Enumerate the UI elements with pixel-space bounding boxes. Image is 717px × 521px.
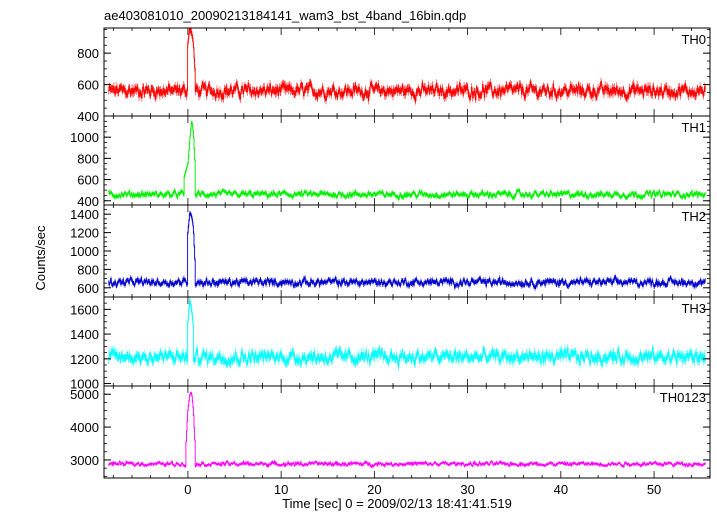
y-tick-label: 1200	[70, 226, 99, 241]
panel-frame	[103, 385, 711, 479]
y-tick-label: 400	[77, 194, 99, 209]
y-tick-label: 600	[77, 78, 99, 93]
figure-title: ae403081010_20090213184141_wam3_bst_4ban…	[104, 8, 466, 23]
series-line-th0123	[108, 392, 706, 468]
series-line-th1	[108, 122, 706, 201]
x-tick-label: 30	[460, 482, 474, 497]
panel-th1: 400 600 800 1000 TH1	[70, 115, 711, 209]
panels-group: 400600800TH04006008001000TH1600800100012…	[70, 27, 711, 497]
y-tick-label: 3000	[70, 453, 99, 468]
x-tick-label: 40	[554, 482, 568, 497]
y-tick-label: 600	[77, 281, 99, 296]
error-bars-th1	[108, 120, 706, 202]
y-tick-label: 1400	[70, 207, 99, 222]
y-tick-label: 5000	[70, 387, 99, 402]
panel-th3: 1000 1200 1400 1600 TH3	[70, 296, 711, 392]
series-line-th2	[108, 212, 706, 289]
y-tick-label: 600	[77, 173, 99, 188]
y-tick-label: 800	[77, 262, 99, 277]
panel-frame	[103, 296, 711, 387]
y-tick-label: 1000	[70, 244, 99, 259]
error-bars-th0123	[108, 391, 706, 469]
y-tick-label: 800	[77, 46, 99, 61]
y-tick-label: 400	[77, 109, 99, 124]
panel-th2: 600 800 1000 1200 1400 TH2	[70, 204, 711, 298]
y-tick-label: 800	[77, 151, 99, 166]
error-bars-th0	[108, 28, 706, 105]
y-tick-label: 1200	[70, 352, 99, 367]
y-tick-label: 1000	[70, 377, 99, 392]
y-tick-label: 1400	[70, 327, 99, 342]
panel-th0: 400 600 800 TH0	[77, 27, 711, 124]
error-bars-th2	[108, 211, 706, 291]
x-tick-label: 20	[367, 482, 381, 497]
panel-label: TH1	[681, 120, 706, 135]
panel-th0123: 3000 4000 5000 TH0123	[70, 385, 711, 479]
panel-label: TH2	[681, 209, 706, 224]
panel-label: TH0123	[660, 390, 706, 405]
x-tick-label: 50	[647, 482, 661, 497]
y-axis-title: Counts/sec	[33, 225, 48, 291]
y-tick-label: 1000	[70, 130, 99, 145]
y-tick-label: 1600	[70, 302, 99, 317]
x-tick-label: 0	[184, 482, 191, 497]
x-axis-title: Time [sec] 0 = 2009/02/13 18:41:41.519	[282, 496, 512, 511]
panel-label: TH3	[681, 301, 706, 316]
error-bars-th3	[108, 297, 706, 371]
y-tick-label: 4000	[70, 420, 99, 435]
x-tick-label: 10	[274, 482, 288, 497]
panel-label: TH0	[681, 32, 706, 47]
